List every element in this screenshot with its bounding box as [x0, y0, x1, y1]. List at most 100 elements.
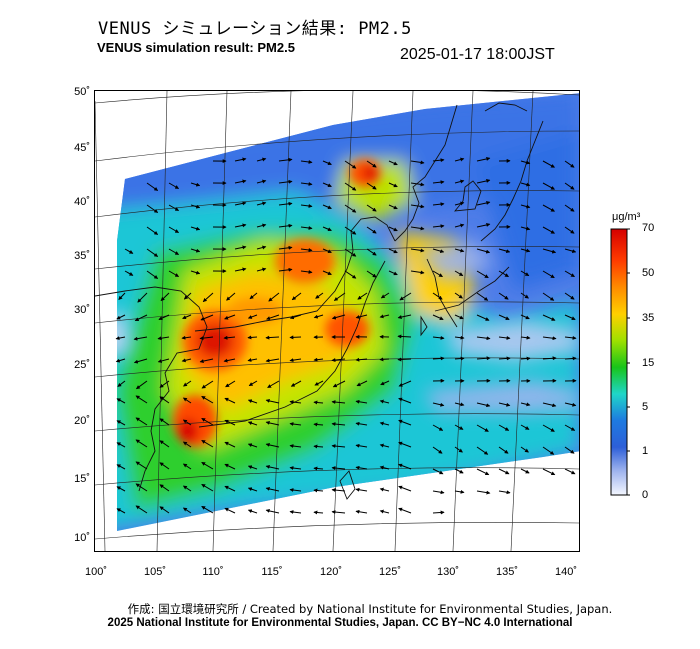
wind-arrow — [542, 182, 555, 190]
wind-arrow — [168, 226, 180, 233]
colorbar-label-50: 50 — [642, 267, 655, 279]
wind-arrow — [224, 397, 236, 404]
wind-arrow — [182, 441, 192, 448]
wind-arrow — [476, 424, 489, 432]
wind-arrow — [300, 203, 313, 208]
wind-arrow — [454, 468, 464, 474]
wind-arrow — [247, 509, 258, 514]
wind-arrow — [366, 270, 377, 278]
wind-arrow — [498, 468, 510, 475]
wind-arrow — [226, 292, 236, 301]
wind-arrow — [266, 314, 280, 321]
lon-tick-100: 100˚ — [84, 566, 108, 578]
colorbar-unit: μg/m³ — [612, 211, 641, 223]
wind-arrow — [380, 380, 390, 386]
wind-arrow — [379, 443, 390, 448]
wind-arrow — [267, 380, 280, 388]
wind-arrow — [133, 358, 148, 364]
wind-arrow — [454, 356, 465, 361]
wind-arrow — [181, 358, 192, 363]
wind-arrow — [366, 248, 377, 256]
wind-arrow — [278, 223, 293, 228]
wind-arrow — [116, 398, 126, 404]
wind-arrow — [498, 446, 509, 454]
wind-arrow — [224, 507, 236, 514]
wind-arrow — [223, 335, 236, 340]
wind-arrow — [379, 421, 390, 426]
wind-arrow — [313, 422, 324, 427]
wind-arrow — [388, 160, 398, 166]
wind-arrow — [265, 442, 280, 448]
wind-arrow — [398, 397, 412, 404]
wind-arrow — [116, 420, 126, 426]
wind-arrow — [432, 292, 443, 300]
wind-arrow — [331, 466, 346, 471]
wind-arrow — [146, 204, 159, 213]
wind-arrow — [137, 292, 148, 303]
wind-arrow — [520, 160, 531, 165]
wind-arrow — [116, 486, 126, 492]
wind-arrow — [355, 357, 368, 362]
wind-arrow — [564, 160, 575, 168]
wind-arrow — [247, 465, 258, 470]
colorbar-label-35: 35 — [642, 312, 655, 324]
graticule-lines — [94, 89, 580, 552]
wind-arrow — [355, 421, 368, 426]
wind-arrow — [160, 292, 170, 302]
wind-arrow — [331, 510, 346, 515]
wind-arrow — [476, 402, 491, 408]
wind-arrow — [454, 446, 463, 453]
lat-tick-50: 50˚ — [74, 86, 90, 98]
pm25-map — [94, 89, 580, 552]
wind-arrow — [234, 223, 247, 228]
wind-arrow — [116, 464, 126, 470]
wind-arrow — [520, 468, 530, 474]
wind-arrow — [159, 462, 170, 470]
wind-arrow — [454, 270, 464, 277]
wind-arrow — [201, 439, 214, 448]
colorbar — [610, 228, 630, 496]
wind-arrow — [190, 248, 201, 253]
wind-arrow — [268, 292, 280, 302]
wind-arrow — [432, 248, 445, 254]
wind-arrow — [182, 485, 192, 492]
wind-arrow — [146, 182, 159, 191]
wind-arrow — [355, 443, 368, 448]
lat-tick-45: 45˚ — [74, 142, 90, 154]
wind-arrow — [380, 292, 390, 299]
wind-arrow — [322, 160, 332, 166]
wind-arrow — [498, 248, 511, 254]
wind-arrow — [379, 357, 390, 362]
wind-arrow — [476, 248, 491, 254]
wind-arrow — [291, 292, 302, 301]
map-title-japanese: VENUS シミュレーション結果: PM2.5 — [98, 19, 412, 39]
wind-arrow — [454, 335, 465, 340]
coastlines — [94, 102, 544, 500]
wind-arrow — [234, 245, 247, 250]
wind-arrow — [118, 292, 126, 300]
wind-arrow — [124, 248, 134, 254]
wind-arrow — [224, 463, 236, 470]
wind-arrow — [498, 292, 509, 300]
wind-arrow — [398, 463, 412, 470]
wind-arrow — [366, 182, 377, 190]
wind-arrow — [498, 270, 509, 278]
wind-arrow — [201, 417, 214, 426]
wind-arrow — [520, 356, 531, 361]
wind-arrow — [265, 486, 280, 492]
wind-arrow — [379, 487, 390, 492]
credit-license: 2025 National Institute for Environmenta… — [107, 617, 573, 629]
wind-arrow — [256, 179, 267, 184]
wind-arrow — [248, 380, 258, 387]
colorbar-label-1: 1 — [642, 445, 649, 457]
wind-arrow — [476, 314, 490, 321]
wind-arrow — [542, 226, 555, 234]
wind-arrow — [289, 466, 302, 471]
wind-arrow — [168, 248, 180, 255]
wind-arrow — [432, 356, 445, 361]
wind-arrow — [168, 270, 180, 277]
wind-arrow — [356, 380, 368, 387]
wind-arrow — [542, 468, 556, 476]
wind-arrow — [201, 395, 214, 404]
wind-arrow — [398, 485, 412, 492]
